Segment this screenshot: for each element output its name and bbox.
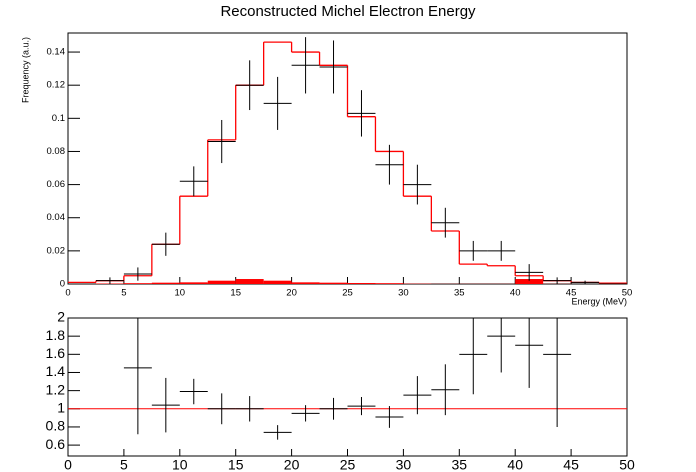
y-tick-label: 1.4: [46, 363, 66, 379]
y-tick-label: 1.8: [46, 327, 66, 343]
x-tick-label: 45: [566, 288, 577, 299]
plot-area: [68, 37, 627, 285]
y-tick-label: 1: [57, 399, 65, 415]
y-tick-label: 0.08: [47, 146, 66, 157]
background-bar: [235, 279, 264, 284]
y-tick-label: 0.12: [47, 80, 66, 91]
y-tick-label: 0.6: [46, 436, 66, 452]
y-tick-label: 1.2: [46, 381, 66, 397]
chart-title: Reconstructed Michel Electron Energy: [220, 3, 476, 20]
y-tick-label: 1.6: [46, 345, 66, 361]
x-tick-label: 5: [121, 288, 126, 299]
background-bar: [515, 279, 544, 284]
background-bar: [319, 282, 348, 284]
x-axis-label: Energy (MeV): [571, 296, 627, 306]
x-tick-label: 25: [340, 457, 356, 472]
background-bar: [291, 282, 320, 284]
y-tick-label: 0.04: [47, 212, 66, 223]
background-bar: [207, 280, 236, 284]
x-tick-label: 35: [454, 288, 465, 299]
x-tick-label: 10: [175, 288, 186, 299]
y-tick-label: 0.02: [47, 245, 66, 256]
background-bar: [151, 282, 180, 284]
x-tick-label: 10: [172, 457, 188, 472]
x-tick-label: 50: [622, 288, 633, 299]
background-bar: [375, 283, 404, 284]
background-bar: [347, 283, 376, 284]
x-tick-label: 0: [64, 457, 72, 472]
x-tick-label: 5: [120, 457, 128, 472]
x-tick-label: 20: [284, 457, 300, 472]
background-bar: [123, 283, 152, 284]
x-tick-label: 25: [342, 288, 353, 299]
x-tick-label: 30: [396, 457, 412, 472]
x-tick-label: 20: [286, 288, 297, 299]
background-bar: [263, 280, 292, 284]
plot-area: [68, 318, 627, 440]
y-tick-label: 0: [60, 279, 65, 290]
y-tick-label: 0.1: [52, 113, 65, 124]
x-tick-label: 30: [398, 288, 409, 299]
y-tick-label: 0.8: [46, 418, 66, 434]
y-tick-label: 0.14: [47, 47, 66, 58]
y-tick-label: 0.06: [47, 179, 66, 190]
x-tick-label: 0: [65, 288, 70, 299]
background-bar: [179, 282, 208, 284]
x-tick-label: 35: [452, 457, 468, 472]
x-tick-label: 40: [510, 288, 521, 299]
y-axis-label: Frequency (a.u.): [20, 37, 30, 103]
y-tick-label: 2: [57, 309, 65, 325]
x-tick-label: 15: [230, 288, 241, 299]
x-tick-label: 45: [563, 457, 579, 472]
x-tick-label: 15: [228, 457, 244, 472]
x-tick-label: 40: [507, 457, 523, 472]
x-tick-label: 50: [619, 457, 635, 472]
